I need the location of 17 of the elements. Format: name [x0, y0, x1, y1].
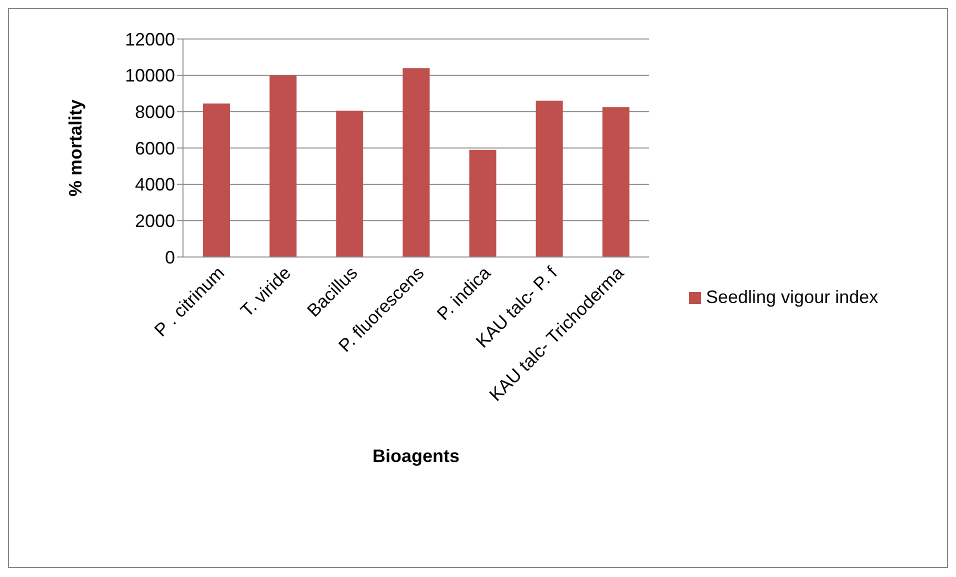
- y-tick-label: 12000: [124, 29, 175, 50]
- y-tick-label: 4000: [134, 174, 175, 195]
- bar: [469, 150, 496, 257]
- legend-label: Seedling vigour index: [706, 287, 878, 308]
- y-axis-title: % mortality: [65, 99, 86, 197]
- bar: [336, 110, 364, 257]
- y-tick-label: 0: [164, 247, 175, 268]
- bar: [602, 107, 630, 257]
- y-tick-label: 8000: [134, 102, 175, 122]
- y-tick-label: 2000: [134, 211, 175, 232]
- x-axis-title: Bioagents: [372, 446, 460, 466]
- bar: [536, 100, 563, 257]
- bar: [402, 68, 430, 257]
- y-tick-label: 6000: [134, 138, 175, 158]
- bar: [202, 103, 230, 257]
- y-tick-label: 10000: [124, 66, 175, 86]
- bar: [270, 75, 297, 257]
